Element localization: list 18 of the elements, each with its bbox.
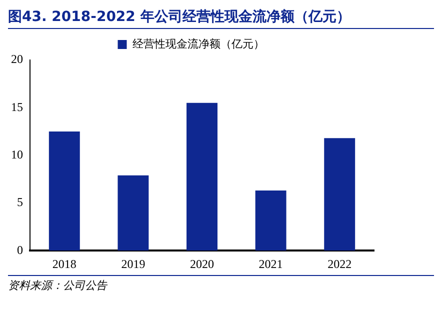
x-tick-label: 2020	[190, 256, 214, 271]
y-tick-label: 10	[11, 147, 23, 162]
y-tick-label: 15	[11, 100, 23, 114]
x-tick-label: 2019	[121, 256, 146, 271]
bar	[186, 102, 218, 251]
y-tick-label: 0	[17, 242, 23, 257]
legend-label: 经营性现金流净额（亿元）	[132, 37, 264, 50]
bar	[255, 190, 286, 251]
x-tick-label: 2018	[52, 256, 76, 271]
bar	[48, 131, 80, 251]
x-tick-label: 2022	[328, 256, 352, 271]
bar	[118, 175, 149, 251]
text: 资料来源：公司公告	[8, 278, 434, 293]
x-tick-label: 2021	[258, 256, 283, 271]
bar	[324, 138, 356, 251]
y-tick-label: 20	[11, 52, 23, 66]
chart-title: 图43. 2018-2022 年公司经营性现金流净额（亿元）	[8, 8, 434, 29]
y-tick-label: 5	[17, 195, 23, 210]
